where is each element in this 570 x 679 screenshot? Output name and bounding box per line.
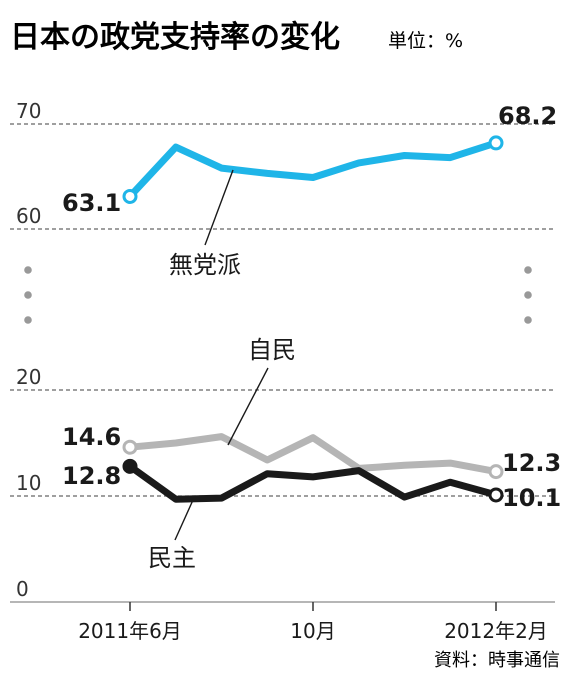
axis-break-dot-right-1 (524, 291, 532, 299)
axis-break-dot-right-2 (524, 316, 532, 324)
gridlines (10, 123, 555, 603)
series-line-民主 (126, 462, 500, 503)
data-label-無党派-end: 68.2 (498, 102, 557, 130)
x-tick-label-2011-06: 2011年6月 (78, 619, 182, 643)
data-label-民主-end: 10.1 (502, 484, 561, 512)
axis-break-dot-right-0 (524, 266, 532, 274)
y-tick-60: 60 (16, 204, 41, 228)
data-label-民主-start: 12.8 (62, 462, 121, 490)
series-label-無党派: 無党派 (169, 251, 241, 279)
leader-line-民主 (174, 499, 194, 541)
data-label-自民-end: 12.3 (502, 449, 561, 477)
leader-line-自民 (227, 367, 269, 446)
series-line-無党派 (126, 139, 500, 200)
y-tick-20: 20 (16, 365, 41, 389)
series-lines (122, 135, 504, 503)
series-start-point-民主 (122, 458, 138, 474)
x-axis: 2011年6月 10月 2012年2月 (78, 602, 548, 643)
axis-break-dot-left-0 (24, 266, 32, 274)
source-note: 資料：時事通信 (434, 650, 560, 671)
series-start-point-無党派 (122, 188, 138, 204)
data-label-自民-start: 14.6 (62, 423, 121, 451)
y-tick-labels: 60 70 0 10 20 (16, 99, 41, 601)
x-tick-label-2011-10: 10月 (290, 619, 335, 643)
axis-break-markers (24, 266, 532, 324)
axis-break-dot-left-1 (24, 291, 32, 299)
y-tick-0: 0 (16, 577, 29, 601)
series-line-自民 (126, 433, 500, 476)
series-end-point-無党派 (488, 135, 504, 151)
x-tick-label-2012-02: 2012年2月 (444, 619, 548, 643)
y-tick-70: 70 (16, 99, 41, 123)
series-end-point-民主 (488, 487, 504, 503)
leader-line-無党派 (204, 169, 234, 246)
series-end-point-自民 (488, 464, 504, 480)
y-tick-10: 10 (16, 471, 41, 495)
series-label-自民: 自民 (248, 336, 296, 364)
unit-label: 単位：% (388, 30, 463, 52)
axis-break-dot-left-2 (24, 316, 32, 324)
chart-title: 日本の政党支持率の変化 (10, 20, 340, 55)
series-start-point-自民 (122, 439, 138, 455)
series-label-民主: 民主 (148, 544, 196, 572)
data-label-無党派-start: 63.1 (62, 189, 121, 217)
